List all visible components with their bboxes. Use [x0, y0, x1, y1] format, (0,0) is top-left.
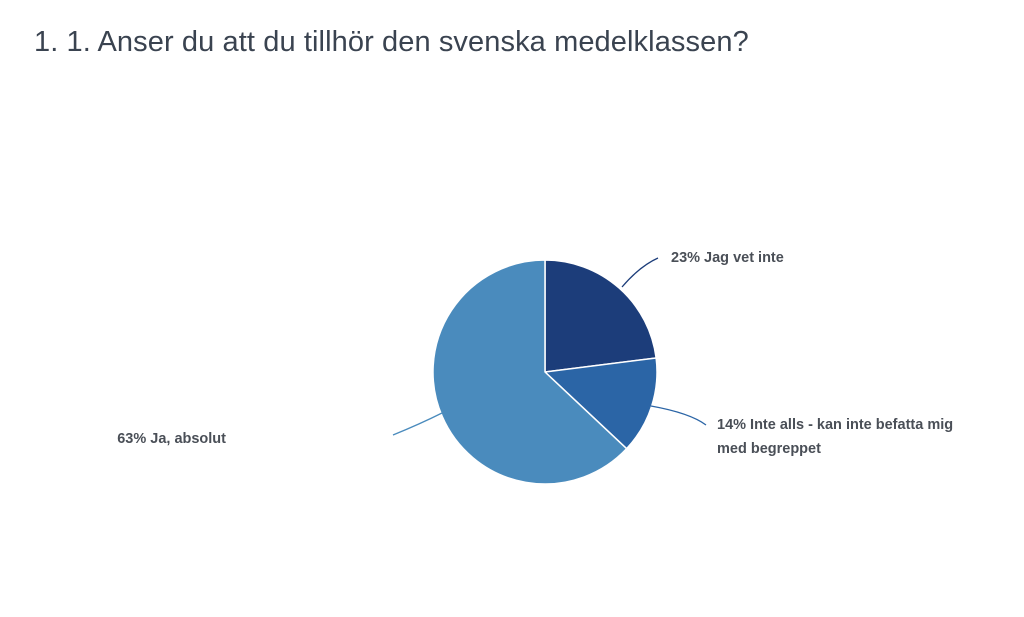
pie-leader-lines [392, 257, 707, 436]
pie-slice-1[interactable] [544, 259, 657, 373]
slice-label-2-line-1: 14% Inte alls - kan inte befatta mig [717, 417, 953, 433]
leader-line-1 [621, 257, 659, 288]
slice-label-3-line-1: 63% Ja, absolut [117, 431, 226, 447]
question-title: 1. 1. Anser du att du tillhör den svensk… [34, 26, 749, 58]
slice-label-2-line-2: med begreppet [717, 441, 821, 457]
pie-labels: 23% Jag vet inte 14% Inte alls - kan inte… [117, 250, 953, 457]
leader-line-2 [650, 405, 707, 426]
slice-label-1-line-1: 23% Jag vet inte [671, 250, 784, 266]
pie-slice-3[interactable] [432, 259, 628, 485]
pie-slices [432, 259, 658, 485]
leader-line-3 [392, 412, 443, 436]
